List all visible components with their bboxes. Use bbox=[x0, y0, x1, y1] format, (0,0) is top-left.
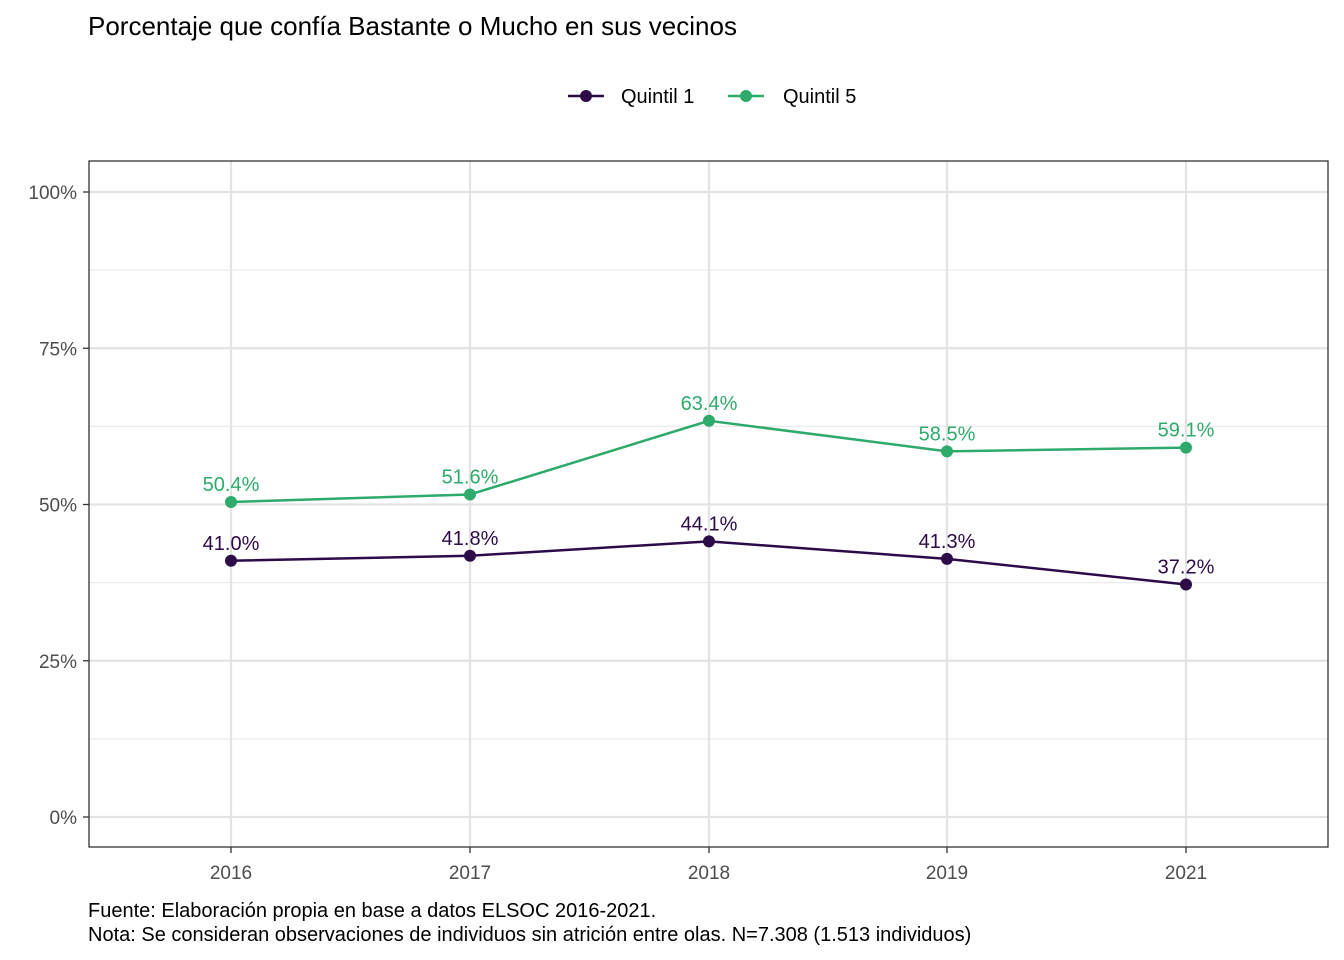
legend-label-quintil-1: Quintil 1 bbox=[621, 86, 694, 108]
data-point-quintil-5 bbox=[1180, 441, 1192, 454]
data-point-quintil-5 bbox=[225, 496, 237, 508]
data-label-quintil-5: 51.6% bbox=[442, 467, 499, 489]
data-point-quintil-1 bbox=[703, 535, 715, 548]
chart-title: Porcentaje que confía Bastante o Mucho e… bbox=[88, 11, 737, 41]
y-tick-label: 100% bbox=[28, 183, 77, 204]
grid bbox=[89, 161, 1328, 847]
data-point-quintil-1 bbox=[225, 554, 237, 567]
x-tick-label: 2017 bbox=[449, 863, 491, 884]
data-label-quintil-5: 50.4% bbox=[203, 474, 260, 496]
data-label-quintil-1: 41.3% bbox=[919, 531, 976, 553]
data-label-quintil-1: 44.1% bbox=[681, 513, 738, 535]
legend-marker-quintil-1 bbox=[580, 90, 592, 102]
data-point-quintil-5 bbox=[703, 414, 715, 427]
data-label-quintil-5: 63.4% bbox=[681, 393, 738, 415]
data-point-quintil-1 bbox=[941, 552, 953, 565]
legend-marker-quintil-5 bbox=[740, 90, 752, 102]
caption-source: Fuente: Elaboración propia en base a dat… bbox=[88, 900, 656, 922]
series-layer: 41.0% 41.8% 44.1% 41.3% 37.2% 50.4% 51.6% 63.4%… bbox=[203, 393, 1215, 591]
data-point-quintil-1 bbox=[464, 549, 476, 562]
y-tick-label: 0% bbox=[50, 808, 78, 829]
axes: 0% 25% 50% 75% 100% 2016 2017 2018 2019 2021 bbox=[28, 183, 1207, 884]
y-tick-label: 50% bbox=[39, 496, 77, 517]
data-label-quintil-1: 37.2% bbox=[1158, 557, 1215, 579]
data-point-quintil-1 bbox=[1180, 578, 1192, 591]
caption-note: Nota: Se consideran observaciones de ind… bbox=[88, 924, 971, 946]
x-tick-label: 2016 bbox=[210, 863, 252, 884]
data-label-quintil-1: 41.0% bbox=[203, 533, 260, 555]
y-tick-label: 25% bbox=[39, 652, 77, 673]
data-point-quintil-5 bbox=[464, 488, 476, 501]
y-tick-label: 75% bbox=[39, 339, 77, 360]
data-label-quintil-1: 41.8% bbox=[442, 528, 499, 550]
data-label-quintil-5: 59.1% bbox=[1158, 420, 1215, 442]
data-label-quintil-5: 58.5% bbox=[919, 423, 976, 445]
x-tick-label: 2019 bbox=[926, 863, 968, 884]
x-tick-label: 2021 bbox=[1165, 863, 1207, 884]
x-tick-label: 2018 bbox=[688, 863, 730, 884]
legend: Quintil 1 Quintil 5 bbox=[568, 86, 856, 108]
legend-label-quintil-5: Quintil 5 bbox=[783, 86, 856, 108]
data-point-quintil-5 bbox=[941, 445, 953, 458]
